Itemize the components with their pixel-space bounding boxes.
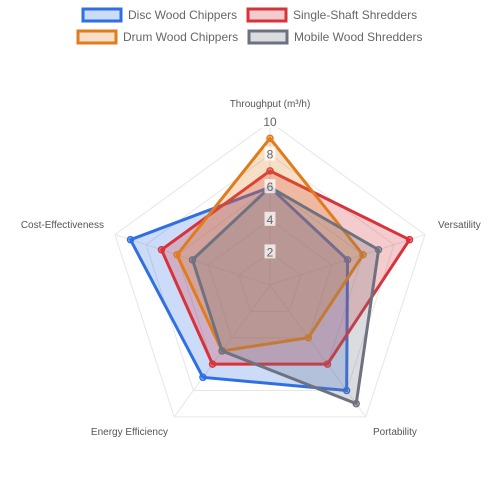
data-point[interactable]	[218, 347, 226, 355]
legend-swatch	[81, 7, 123, 23]
axis-labels: Throughput (m³/h) Versatility Portability E…	[21, 99, 481, 438]
tick-label: 10	[263, 115, 277, 129]
grid-ring	[114, 121, 426, 418]
legend-label: Disc Wood Chippers	[128, 8, 237, 22]
legend-swatch	[247, 29, 289, 45]
legend-swatch	[246, 7, 288, 23]
legend-item-single-shaft-shredders[interactable]: Single-Shaft Shredders	[246, 7, 417, 23]
data-point[interactable]	[208, 360, 217, 368]
tick-backdrop	[264, 244, 276, 259]
grid-ring	[207, 219, 333, 339]
radial-ticks: 2 4 6 8 10	[261, 114, 279, 259]
axis-label: Throughput (m³/h)	[230, 99, 311, 110]
series-area	[190, 185, 381, 406]
legend-label: Single-Shaft Shredders	[293, 8, 417, 22]
tick-backdrop	[264, 211, 276, 226]
data-point[interactable]	[374, 245, 383, 254]
series-1	[157, 167, 414, 368]
data-point[interactable]	[323, 360, 332, 368]
data-point[interactable]	[352, 399, 360, 408]
data-point[interactable]	[359, 251, 367, 259]
data-point[interactable]	[266, 167, 274, 175]
legend-item-drum-wood-chippers[interactable]: Drum Wood Chippers	[76, 29, 238, 45]
data-point[interactable]	[343, 256, 352, 264]
tick-backdrop	[264, 179, 276, 194]
data-point[interactable]	[173, 251, 181, 259]
axis-label: Energy Efficiency	[91, 427, 168, 438]
data-point[interactable]	[157, 245, 166, 254]
legend-label: Drum Wood Chippers	[123, 30, 238, 44]
data-point[interactable]	[188, 256, 197, 264]
legend-item-disc-wood-chippers[interactable]: Disc Wood Chippers	[81, 7, 237, 23]
legend-item-mobile-wood-shredders[interactable]: Mobile Wood Shredders	[247, 29, 423, 45]
series-3	[188, 183, 383, 408]
tick-label: 4	[267, 213, 274, 227]
grid-spoke	[269, 284, 367, 418]
data-point[interactable]	[126, 235, 135, 244]
legend-label: Mobile Wood Shredders	[294, 30, 423, 44]
tick-label: 6	[267, 180, 274, 194]
tick-label: 2	[267, 245, 274, 259]
axis-label: Cost-Effectiveness	[21, 220, 104, 231]
tick-backdrop	[264, 146, 276, 161]
data-point[interactable]	[342, 386, 351, 395]
data-point[interactable]	[266, 134, 274, 143]
legend-swatch	[76, 29, 118, 45]
axis-label: Portability	[373, 427, 417, 438]
grid-ring	[238, 251, 302, 312]
series-area	[159, 169, 412, 366]
data-point[interactable]	[304, 333, 313, 342]
radar-series	[126, 134, 414, 408]
tick-label: 8	[267, 148, 274, 162]
data-point[interactable]	[405, 235, 414, 244]
data-point[interactable]	[199, 373, 207, 382]
tick-backdrop	[261, 114, 279, 128]
legend: Disc Wood Chippers Single-Shaft Shredder…	[76, 7, 423, 45]
axis-label: Versatility	[438, 220, 481, 231]
grid-ring	[145, 153, 395, 391]
